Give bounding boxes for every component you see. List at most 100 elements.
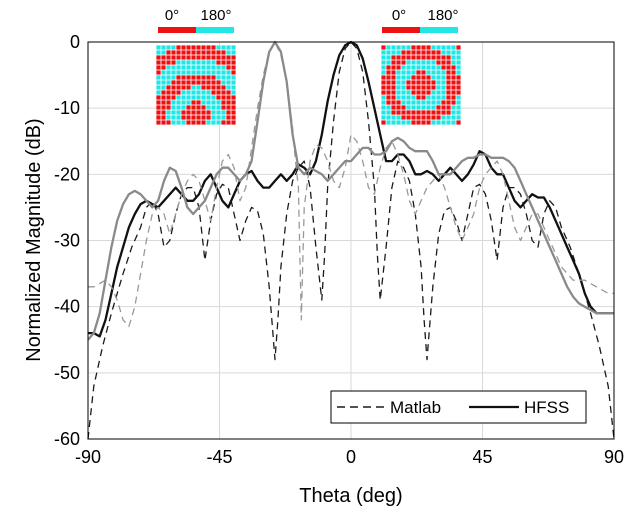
inset-cell [451,60,456,65]
inset-cell [216,65,221,70]
inset-cell [416,65,421,70]
inset-cell [156,50,161,55]
inset-cell [381,85,386,90]
inset-cell [171,75,176,80]
inset-cell [176,110,181,115]
inset-cell [211,115,216,120]
inset-cell [421,90,426,95]
inset-cell [161,120,166,125]
inset-cell [406,120,411,125]
inset-cell [416,105,421,110]
inset-cell [231,100,236,105]
inset-cell [206,65,211,70]
inset-cell [231,105,236,110]
inset-cell [401,75,406,80]
inset-cell [171,90,176,95]
inset-cell [436,70,441,75]
inset-cell [201,120,206,125]
inset-cell [196,100,201,105]
inset-cell [436,110,441,115]
inset-cell [421,45,426,50]
inset-cell [401,55,406,60]
inset-cell [381,100,386,105]
inset-cell [381,105,386,110]
inset-cell [176,95,181,100]
legend-matlab-label: Matlab [390,398,441,417]
inset-cell [216,45,221,50]
inset-cell [201,50,206,55]
inset-cell [196,55,201,60]
inset-cell [226,45,231,50]
inset-cell [386,95,391,100]
inset1-colorbar-label-180: 180° [200,7,231,24]
inset-broadside: 0° 180° [381,7,461,125]
inset-cell [161,110,166,115]
inset-cell [231,95,236,100]
inset-cell [436,60,441,65]
inset-cell [401,120,406,125]
inset-cell [436,100,441,105]
inset-cell [191,65,196,70]
inset-cell [176,70,181,75]
inset-cell [221,100,226,105]
inset-cell [421,50,426,55]
inset-cell [456,60,461,65]
inset-cell [411,95,416,100]
inset-cell [211,95,216,100]
inset-cell [396,120,401,125]
inset-cell [226,115,231,120]
inset-cell [431,50,436,55]
inset-cell [441,55,446,60]
inset-cell [451,80,456,85]
inset-cell [411,75,416,80]
inset-cell [456,80,461,85]
inset-cell [396,70,401,75]
inset-cell [391,45,396,50]
inset-cell [171,115,176,120]
inset-cell [441,70,446,75]
y-tick-labels: 0 -10 -20 -30 -40 -50 -60 [54,32,80,449]
inset-cell [396,110,401,115]
inset-cell [406,50,411,55]
inset-cell [381,115,386,120]
inset-cell [176,105,181,110]
y-axis-label: Normalized Magnitude (dB) [23,118,45,361]
inset-cell [176,85,181,90]
inset-cell [166,65,171,70]
inset-cell [431,60,436,65]
inset-cell [436,45,441,50]
inset-cell [221,90,226,95]
inset-cell [391,95,396,100]
inset-cell [176,55,181,60]
inset-cell [446,50,451,55]
inset-cell [456,95,461,100]
inset-cell [176,45,181,50]
x-tick-label: 90 [604,447,624,467]
inset-cell [201,95,206,100]
inset-cell [166,50,171,55]
inset-cell [456,50,461,55]
inset-cell [186,85,191,90]
inset-cell [186,55,191,60]
inset-cell [206,105,211,110]
inset-cell [221,95,226,100]
y-tick-label: -50 [54,363,80,383]
inset-cell [226,80,231,85]
inset-cell [181,65,186,70]
inset-cell [451,110,456,115]
inset-cell [416,70,421,75]
inset-cell [421,65,426,70]
y-tick-label: -60 [54,429,80,449]
inset-cell [386,110,391,115]
inset-cell [406,65,411,70]
inset-cell [421,115,426,120]
inset-cell [391,55,396,60]
inset-cell [416,115,421,120]
inset-cell [196,80,201,85]
inset-cell [386,115,391,120]
inset-cell [191,85,196,90]
inset-cell [436,105,441,110]
inset-cell [161,105,166,110]
inset-cell [396,55,401,60]
inset-cell [426,65,431,70]
